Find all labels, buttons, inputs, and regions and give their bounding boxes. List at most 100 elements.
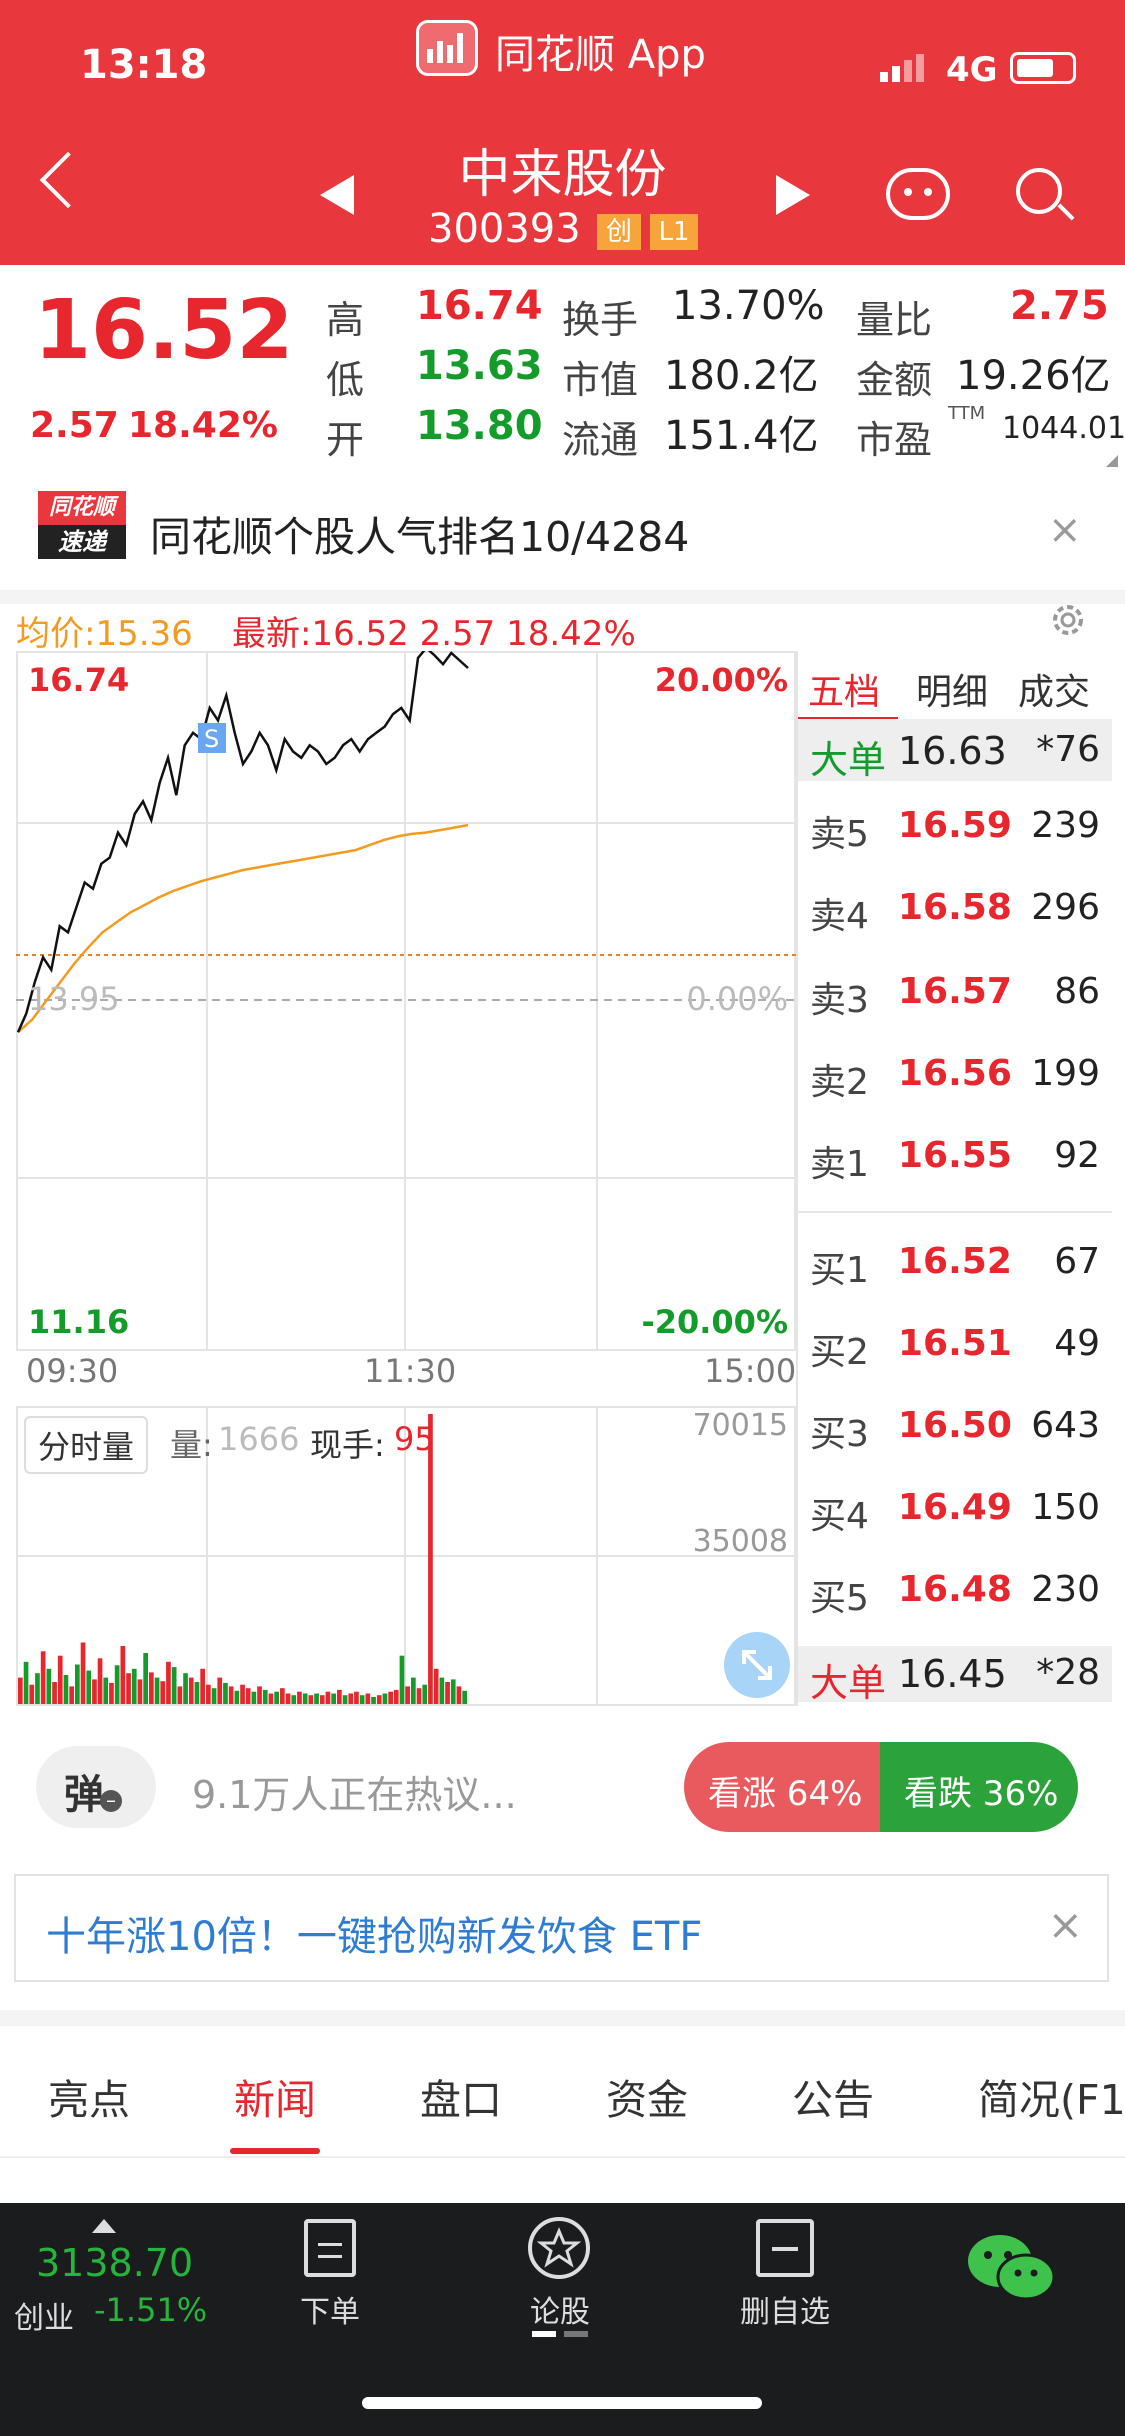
volume-bar xyxy=(354,1691,359,1704)
tab-news-underline xyxy=(230,2148,320,2154)
volume-bar xyxy=(325,1691,331,1704)
intraday-chart[interactable]: S 16.74 13.95 11.16 20.00% 0.00% -20.00% xyxy=(16,651,796,1351)
header: 13:18 同花顺 App 4G 中来股份 300393 创 L1 xyxy=(0,0,1125,265)
tab-announcements[interactable]: 公告 xyxy=(792,2076,874,2124)
volume-bar xyxy=(57,1655,63,1704)
volume-chart[interactable]: 分时量 量: 1666 现手: 95 70015 35008 xyxy=(16,1406,796,1706)
bullet-minus-icon: – xyxy=(100,1790,122,1812)
volume-bar xyxy=(319,1695,325,1704)
ask-row: 卖2 16.56 199 xyxy=(798,1045,1112,1105)
remove-watchlist-icon[interactable] xyxy=(756,2219,814,2277)
stock-code: 300393 xyxy=(428,206,581,252)
volume-bar xyxy=(262,1689,268,1704)
expand-corner-icon[interactable] xyxy=(1104,455,1118,469)
volume-bar xyxy=(46,1668,52,1704)
volume-bar xyxy=(131,1668,137,1704)
order-icon[interactable] xyxy=(304,2219,356,2277)
vote-down-button[interactable]: 看跌 36% xyxy=(880,1742,1078,1832)
signal-marker-label: S xyxy=(204,725,219,753)
pe-ttm-sup: TTM xyxy=(948,403,986,424)
volume-bar xyxy=(314,1693,319,1704)
volume-type-button[interactable]: 分时量 xyxy=(24,1416,149,1474)
close-icon[interactable]: × xyxy=(1048,507,1082,553)
next-stock-button[interactable] xyxy=(776,175,810,215)
badge-l1: L1 xyxy=(650,214,698,250)
volume-bar xyxy=(462,1690,467,1704)
low-label: 低 xyxy=(326,358,365,402)
hand-value: 95 xyxy=(394,1420,435,1458)
price-line xyxy=(16,651,469,1033)
current-price: 16.52 xyxy=(34,283,294,378)
bid-row: 买1 16.52 67 xyxy=(798,1233,1112,1293)
fullscreen-icon[interactable] xyxy=(724,1632,790,1698)
bid-price: 16.49 xyxy=(898,1487,1012,1528)
volume-bar xyxy=(86,1670,92,1704)
big-order-top-price: 16.63 xyxy=(898,729,1007,773)
pe-value: 1044.01 xyxy=(1002,411,1125,446)
bid-volume: 49 xyxy=(1054,1323,1100,1364)
tab-orderbook[interactable]: 盘口 xyxy=(420,2076,502,2124)
latest-price-label: 最新:16.52 2.57 18.42% xyxy=(232,614,636,654)
ask-label: 卖3 xyxy=(810,980,869,1021)
ad-text: 十年涨10倍！一键抢购新发饮食 ETF xyxy=(46,1914,703,1960)
wechat-icon[interactable] xyxy=(966,2231,1058,2307)
volume-bar xyxy=(223,1682,228,1704)
volume-bar xyxy=(445,1682,450,1704)
volume-bar xyxy=(388,1691,393,1704)
volume-bars xyxy=(18,1414,467,1704)
app-icon xyxy=(416,20,478,76)
mktcap-label: 市值 xyxy=(562,358,639,402)
home-indicator xyxy=(362,2397,762,2409)
orderbook-tab-detail[interactable]: 明细 xyxy=(916,672,989,713)
badge-chuang: 创 xyxy=(597,214,641,250)
bid-price: 16.48 xyxy=(898,1569,1012,1610)
nav-forum-label[interactable]: 论股 xyxy=(530,2295,590,2330)
volume-bar xyxy=(450,1679,456,1704)
search-icon[interactable] xyxy=(1016,168,1075,221)
orderbook-tab-five[interactable]: 五档 xyxy=(808,672,881,713)
volume-bar xyxy=(217,1677,223,1704)
bullet-comment-button[interactable]: 弹 – xyxy=(36,1746,156,1828)
nav-remove-watchlist-label[interactable]: 删自选 xyxy=(740,2295,830,2330)
nav-order-label[interactable]: 下单 xyxy=(300,2295,360,2330)
tab-highlights[interactable]: 亮点 xyxy=(48,2076,130,2124)
settings-gear-icon[interactable] xyxy=(1048,600,1088,640)
vol-value: 1666 xyxy=(218,1420,300,1458)
volume-bar xyxy=(274,1691,279,1704)
tab-funds[interactable]: 资金 xyxy=(606,2076,688,2124)
page-indicator xyxy=(532,2331,556,2337)
network-label: 4G xyxy=(946,50,998,90)
volume-bar xyxy=(405,1686,410,1704)
bid-label: 买2 xyxy=(810,1332,869,1373)
volume-bar xyxy=(52,1682,57,1704)
volume-bar xyxy=(302,1693,308,1704)
status-time: 13:18 xyxy=(80,42,208,88)
prev-stock-button[interactable] xyxy=(320,175,354,215)
vote-up-label: 看涨 64% xyxy=(708,1774,863,1814)
tab-news[interactable]: 新闻 xyxy=(234,2076,316,2124)
ad-close-icon[interactable]: × xyxy=(1047,1900,1083,1949)
order-book: 五档 明细 成交 大单 16.63 *76 卖5 16.59 239 卖4 16.58 2… xyxy=(796,651,1114,1706)
tab-profile[interactable]: 简况(F1 xyxy=(978,2076,1125,2124)
forum-icon[interactable] xyxy=(528,2217,590,2279)
robot-icon[interactable] xyxy=(886,168,950,220)
ad-banner[interactable]: 十年涨10倍！一键抢购新发饮食 ETF × xyxy=(14,1874,1109,1982)
discussion-text[interactable]: 9.1万人正在热议... xyxy=(192,1773,517,1817)
volume-bar xyxy=(18,1677,23,1704)
bid-volume: 67 xyxy=(1054,1241,1100,1282)
y-left-high: 16.74 xyxy=(28,661,130,699)
promo-strip[interactable]: 同花顺 速递 同花顺个股人气排名10/4284 × xyxy=(0,467,1125,590)
volume-bar xyxy=(154,1677,160,1704)
amount-value: 19.26亿 xyxy=(956,353,1111,399)
ask-price: 16.58 xyxy=(898,887,1012,928)
orderbook-tab-trades[interactable]: 成交 xyxy=(1018,672,1091,713)
bid-row: 买5 16.48 230 xyxy=(798,1561,1112,1621)
y-left-low: 11.16 xyxy=(28,1303,130,1341)
y-right-low: -20.00% xyxy=(641,1303,788,1341)
bid-row: 买4 16.49 150 xyxy=(798,1479,1112,1539)
avg-line xyxy=(17,823,469,1034)
index-value[interactable]: 3138.70 xyxy=(36,2241,194,2285)
ask-label: 卖5 xyxy=(810,814,869,855)
x-label-start: 09:30 xyxy=(26,1352,119,1390)
vote-up-button[interactable]: 看涨 64% xyxy=(684,1742,890,1832)
